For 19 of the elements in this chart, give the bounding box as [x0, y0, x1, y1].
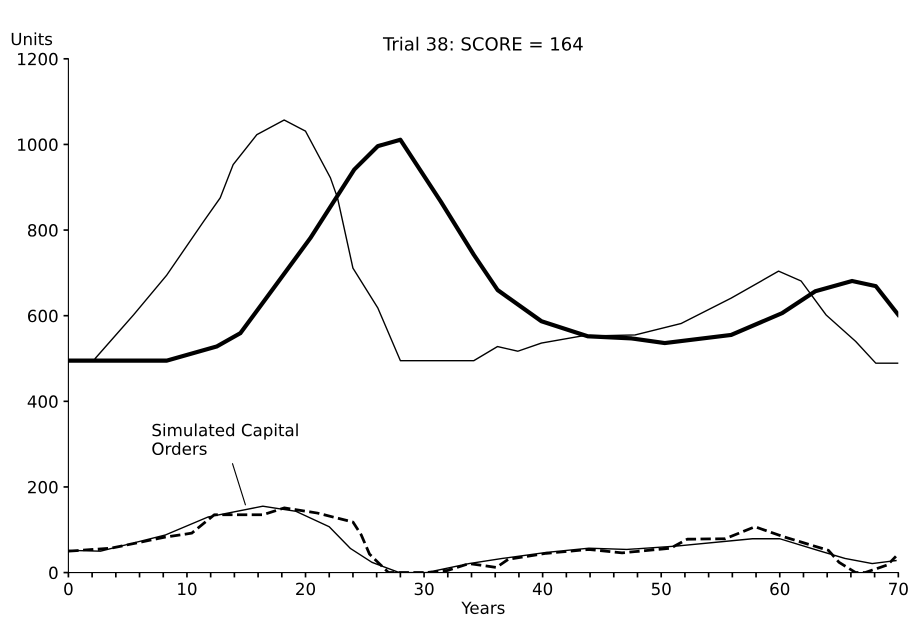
x-tick-label: 40 [532, 582, 552, 596]
x-tick-label: 10 [178, 582, 196, 596]
x-axis-title: Years [461, 602, 505, 614]
y-tick-label: 200 [28, 480, 58, 494]
chart-title: Trial 38: SCORE = 164 [382, 36, 583, 51]
y-axis-title: Units [12, 32, 52, 46]
y-tick-label: 600 [28, 310, 58, 322]
x-tick-label: 20 [296, 582, 316, 596]
x-tick-label: 60 [770, 582, 790, 596]
y-tick-label: 0 [49, 566, 58, 580]
y-tick-label: 1000 [18, 138, 58, 151]
y-tick-label: 800 [28, 224, 58, 237]
y-tick-label: 1200 [18, 52, 58, 66]
x-tick-label: 30 [414, 582, 434, 596]
x-tick-label: 0 [64, 582, 73, 596]
x-tick-label: 50 [652, 582, 671, 596]
x-tick-label: 70 [889, 582, 908, 596]
y-tick-label: 400 [28, 395, 58, 408]
annotation: Simulated Capital Orders [152, 423, 298, 456]
